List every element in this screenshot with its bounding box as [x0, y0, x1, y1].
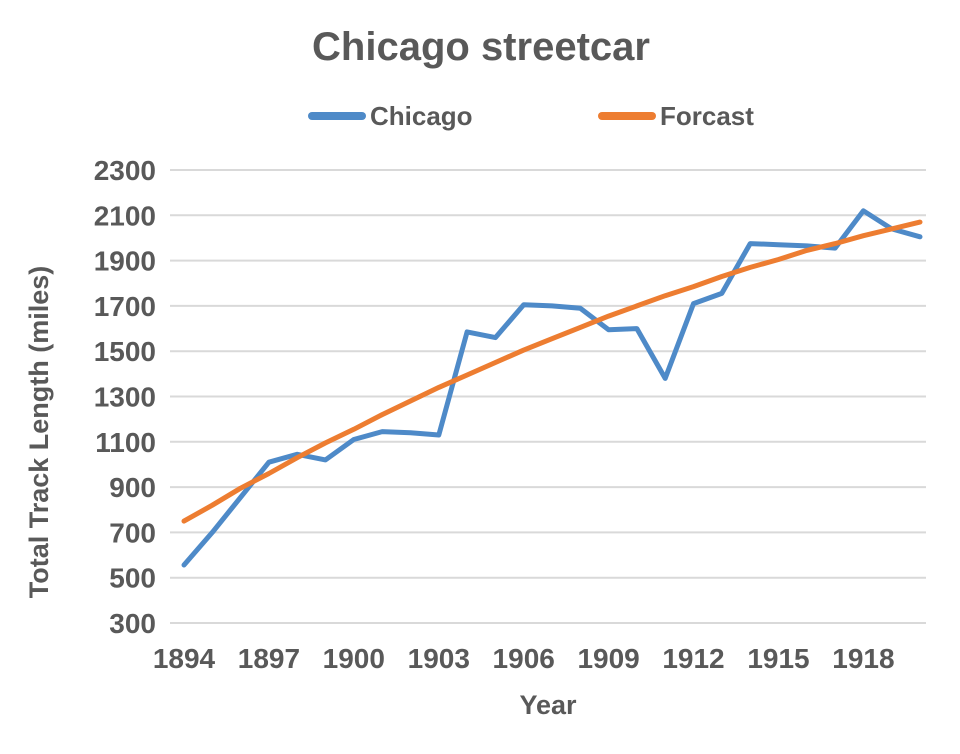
- series-line-chicago: [181, 208, 923, 568]
- x-tick-labels: 1894 1897 1900 1903 1906 1909 1912 1915 1918: [153, 643, 895, 674]
- legend-label-chicago: Chicago: [370, 101, 473, 131]
- y-tick-label: 300: [109, 608, 156, 639]
- gridlines: [170, 169, 926, 624]
- x-tick-label: 1903: [408, 643, 470, 674]
- y-axis-title: Total Track Length (miles): [24, 266, 54, 599]
- y-tick-label: 1900: [94, 246, 156, 277]
- y-tick-label: 500: [109, 563, 156, 594]
- y-tick-label: 1100: [95, 427, 156, 458]
- x-tick-label: 1894: [153, 643, 216, 674]
- y-tick-label: 900: [109, 472, 156, 503]
- x-tick-label: 1897: [238, 643, 300, 674]
- series-lines: [181, 208, 923, 568]
- y-tick-labels: 300 500 700 900 1100 1300 1500 1700 1900 2100 2300: [94, 155, 156, 639]
- legend-item-forecast: Forcast: [598, 101, 754, 131]
- y-tick-label: 2100: [94, 200, 156, 231]
- y-tick-label: 1500: [94, 336, 156, 367]
- legend: Chicago Forcast: [308, 101, 754, 131]
- x-tick-label: 1915: [747, 643, 809, 674]
- x-axis-title: Year: [519, 690, 577, 720]
- y-tick-label: 1300: [94, 382, 156, 413]
- x-tick-label: 1906: [493, 643, 555, 674]
- x-tick-label: 1912: [662, 643, 724, 674]
- x-tick-label: 1909: [577, 643, 639, 674]
- y-tick-label: 1700: [94, 291, 156, 322]
- x-tick-label: 1900: [323, 643, 385, 674]
- series-line-forcast: [181, 219, 923, 524]
- chart-title: Chicago streetcar: [312, 25, 650, 69]
- y-tick-label: 2300: [94, 155, 156, 186]
- x-tick-label: 1918: [832, 643, 894, 674]
- legend-label-forecast: Forcast: [660, 101, 754, 131]
- legend-item-chicago: Chicago: [308, 101, 473, 131]
- y-tick-label: 700: [109, 517, 156, 548]
